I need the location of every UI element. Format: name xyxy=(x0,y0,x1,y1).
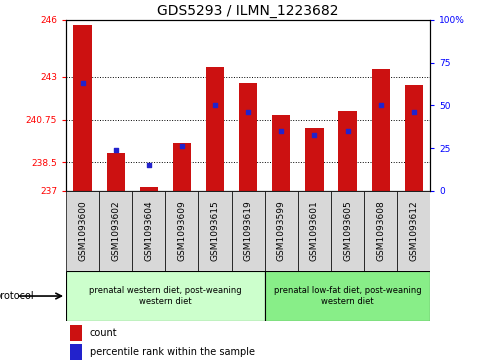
Point xyxy=(244,109,252,115)
Bar xyxy=(264,191,297,271)
Text: GSM1093608: GSM1093608 xyxy=(375,201,385,261)
Bar xyxy=(106,153,124,191)
Text: GSM1093601: GSM1093601 xyxy=(309,201,318,261)
Text: GSM1093615: GSM1093615 xyxy=(210,201,219,261)
Point xyxy=(211,103,219,109)
Bar xyxy=(165,191,198,271)
Bar xyxy=(364,191,396,271)
Text: prenatal western diet, post-weaning
western diet: prenatal western diet, post-weaning west… xyxy=(89,286,241,306)
Bar xyxy=(140,187,158,191)
Point xyxy=(112,147,120,153)
Text: GSM1093600: GSM1093600 xyxy=(78,201,87,261)
Bar xyxy=(231,191,264,271)
Bar xyxy=(264,271,429,321)
Text: GSM1093609: GSM1093609 xyxy=(177,201,186,261)
Bar xyxy=(99,191,132,271)
Bar xyxy=(73,25,91,191)
Bar xyxy=(239,83,257,191)
Point xyxy=(343,128,351,134)
Bar xyxy=(66,191,99,271)
Text: GSM1093619: GSM1093619 xyxy=(243,201,252,261)
Bar xyxy=(132,191,165,271)
Text: GSM1093602: GSM1093602 xyxy=(111,201,120,261)
Point xyxy=(178,144,185,150)
Bar xyxy=(396,191,429,271)
Point xyxy=(310,132,318,138)
Bar xyxy=(66,271,264,321)
Bar xyxy=(305,128,323,191)
Bar xyxy=(330,191,364,271)
Text: GSM1093604: GSM1093604 xyxy=(144,201,153,261)
Bar xyxy=(172,143,191,191)
Point xyxy=(409,109,417,115)
Text: GSM1093612: GSM1093612 xyxy=(408,201,417,261)
Bar xyxy=(338,111,356,191)
Bar xyxy=(297,191,330,271)
Text: count: count xyxy=(89,328,117,338)
Point xyxy=(376,103,384,109)
Point xyxy=(144,162,152,168)
Bar xyxy=(69,325,82,341)
Bar xyxy=(371,69,389,191)
Title: GDS5293 / ILMN_1223682: GDS5293 / ILMN_1223682 xyxy=(157,4,338,17)
Point xyxy=(79,80,86,86)
Bar xyxy=(69,344,82,360)
Point xyxy=(277,128,285,134)
Text: protocol: protocol xyxy=(0,291,34,301)
Text: prenatal low-fat diet, post-weaning
western diet: prenatal low-fat diet, post-weaning west… xyxy=(273,286,421,306)
Bar xyxy=(198,191,231,271)
Text: percentile rank within the sample: percentile rank within the sample xyxy=(89,347,254,356)
Text: GSM1093605: GSM1093605 xyxy=(342,201,351,261)
Bar xyxy=(272,115,290,191)
Bar xyxy=(404,85,422,191)
Text: GSM1093599: GSM1093599 xyxy=(276,201,285,261)
Bar xyxy=(205,68,224,191)
